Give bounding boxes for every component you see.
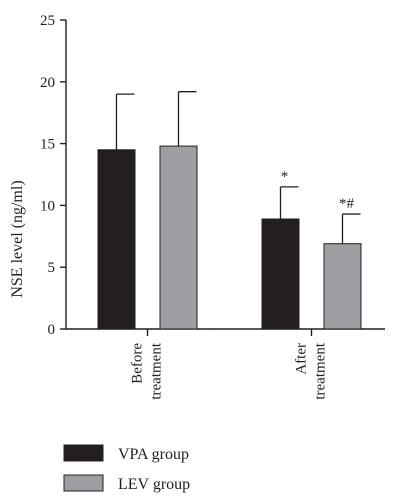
bar xyxy=(323,243,362,330)
y-tick-label: 10 xyxy=(40,198,55,214)
legend-swatch xyxy=(63,474,104,492)
legend-label: VPA group xyxy=(118,446,189,463)
x-tick-label: Before treatment xyxy=(130,342,165,399)
y-tick-label: 15 xyxy=(40,137,55,153)
x-tick-label-line: treatment xyxy=(313,342,329,399)
y-tick-label: 25 xyxy=(40,13,55,29)
legend-label: LEV group xyxy=(118,476,190,493)
bar xyxy=(159,145,198,330)
legend: VPA group LEV group xyxy=(63,444,190,493)
y-tick-label: 20 xyxy=(40,75,55,91)
significance-marker: *# xyxy=(339,196,355,212)
legend-swatch xyxy=(63,444,104,462)
x-tick-label-line: Before xyxy=(130,343,146,384)
y-tick-label: 5 xyxy=(48,260,56,276)
bar xyxy=(97,149,136,330)
bar xyxy=(261,218,300,330)
x-tick-label: After treatment xyxy=(294,342,329,399)
y-tick-label: 0 xyxy=(48,322,56,338)
x-tick-label-line: After xyxy=(294,343,310,375)
significance-marker: * xyxy=(281,169,289,185)
x-tick-label-line: treatment xyxy=(149,342,165,399)
error-bars xyxy=(115,91,361,244)
bars xyxy=(97,145,362,330)
x-axis: Before treatment After treatment xyxy=(66,328,385,400)
annotations: * *# xyxy=(281,169,355,212)
y-axis: 0 5 10 15 20 25 xyxy=(40,13,67,338)
y-axis-label: NSE level (ng/ml) xyxy=(9,180,26,297)
